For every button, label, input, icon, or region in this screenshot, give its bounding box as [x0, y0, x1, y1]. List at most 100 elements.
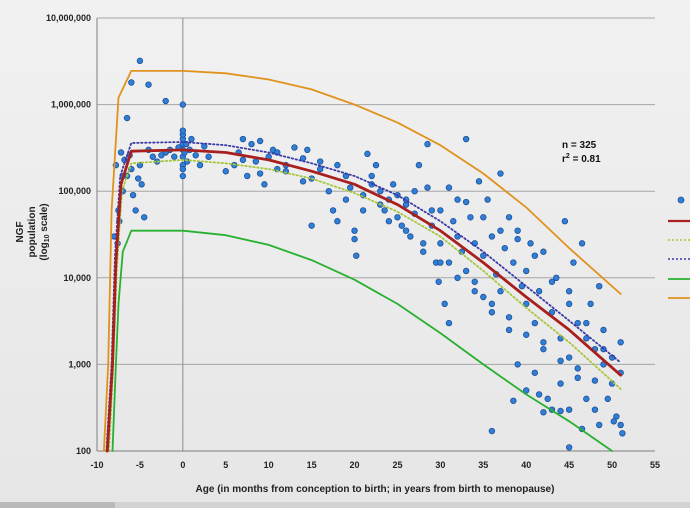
data-point: [347, 184, 354, 191]
data-point: [591, 377, 599, 384]
data-point: [192, 152, 199, 159]
data-point: [291, 144, 298, 151]
data-point: [565, 300, 573, 308]
data-point: [462, 267, 470, 275]
data-point: [252, 158, 260, 165]
scrollbar-thumb[interactable]: [0, 502, 115, 508]
data-point: [222, 168, 229, 175]
data-point: [256, 137, 264, 145]
data-point: [600, 326, 607, 334]
data-point: [565, 288, 573, 295]
data-point: [325, 187, 332, 195]
data-point: [381, 207, 388, 214]
data-point: [385, 218, 393, 225]
data-point: [445, 259, 453, 266]
data-point: [377, 187, 384, 195]
data-point: [540, 409, 547, 416]
data-point: [462, 135, 470, 143]
data-point: [162, 97, 169, 105]
r2-annotation: r2 = 0.81: [562, 153, 601, 165]
data-point: [535, 288, 543, 295]
data-point: [619, 430, 626, 437]
data-point: [304, 146, 311, 154]
data-point: [514, 227, 521, 234]
data-point: [428, 207, 435, 214]
data-point: [368, 172, 375, 180]
data-point: [561, 218, 569, 225]
data-point: [171, 153, 178, 160]
data-point: [445, 184, 453, 191]
data-point: [488, 427, 496, 435]
data-point: [372, 161, 380, 169]
data-point: [179, 127, 187, 134]
data-point: [454, 274, 461, 281]
lower-pi-curve: [111, 229, 613, 452]
data-point: [497, 170, 504, 177]
data-point: [497, 227, 504, 234]
data-point: [475, 178, 483, 185]
data-point: [514, 235, 521, 243]
data-point: [574, 365, 581, 372]
data-point: [424, 184, 431, 191]
horizontal-scrollbar[interactable]: [0, 502, 690, 508]
data-point: [402, 227, 410, 234]
data-point: [565, 406, 573, 413]
data-point: [574, 374, 581, 382]
y-tick-label: 10,000,000: [46, 13, 91, 23]
data-point: [505, 326, 513, 334]
data-point: [128, 79, 135, 86]
data-point: [196, 161, 204, 169]
x-tick-label: 45: [564, 460, 574, 470]
data-point: [523, 267, 530, 275]
data-point: [244, 172, 251, 180]
grid-lines: [96, 17, 655, 452]
data-point: [188, 135, 195, 143]
x-tick-label: -5: [136, 460, 144, 470]
data-point: [117, 149, 125, 156]
x-tick-label: -10: [90, 460, 103, 470]
data-point: [435, 278, 442, 285]
data-point: [462, 198, 470, 206]
data-point: [424, 140, 431, 148]
data-point: [553, 274, 560, 281]
data-point: [587, 300, 594, 308]
data-point: [617, 339, 624, 346]
data-point: [480, 293, 487, 301]
data-point: [591, 406, 599, 413]
data-point: [501, 244, 508, 252]
data-point: [141, 214, 148, 221]
r2-value: = 0.81: [570, 154, 601, 165]
data-point: [557, 380, 564, 387]
data-point: [510, 259, 517, 266]
x-tick-label: 50: [607, 460, 617, 470]
data-point: [261, 181, 268, 188]
y-axis-title-line1: NGF: [15, 221, 26, 242]
data-point: [535, 391, 543, 398]
data-point: [179, 101, 187, 108]
data-point: [239, 156, 247, 164]
data-point: [138, 181, 145, 188]
x-tick-label: 55: [650, 460, 660, 470]
r2-superscript: 2: [566, 153, 570, 160]
data-point: [179, 172, 187, 180]
data-point: [420, 240, 427, 247]
x-tick-label: 15: [307, 460, 317, 470]
data-point: [480, 214, 487, 221]
r2-prefix: r: [562, 154, 566, 165]
lower-ci-curve: [108, 159, 622, 452]
data-point: [136, 57, 144, 65]
data-point: [523, 387, 530, 394]
data-point: [445, 319, 453, 327]
data-point: [248, 140, 255, 148]
data-point: [574, 319, 581, 327]
data-point: [540, 339, 547, 346]
y-axis-title-word: population: [27, 206, 38, 257]
data-point: [132, 207, 139, 214]
data-point: [505, 314, 513, 321]
legend-data-point-marker: [677, 196, 685, 204]
data-point: [565, 354, 573, 361]
data-point: [389, 181, 397, 188]
y-axis-title-subscript: 10: [44, 234, 51, 242]
data-point: [179, 165, 187, 173]
